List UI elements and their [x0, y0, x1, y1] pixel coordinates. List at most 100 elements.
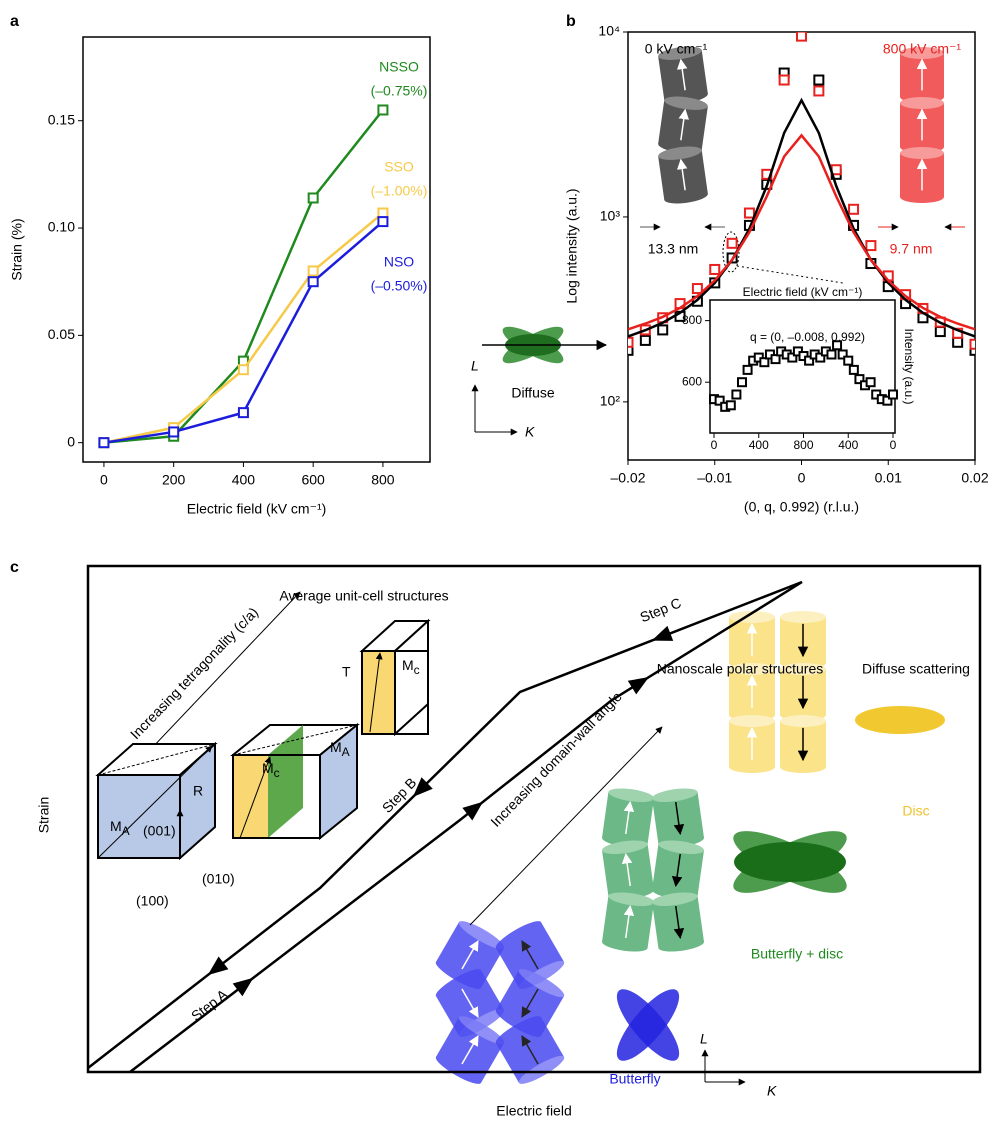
- x-tick-label: 800: [793, 438, 813, 452]
- data-point: [99, 438, 108, 447]
- y-tick-label: 0: [67, 433, 75, 449]
- cube-label: M: [110, 818, 122, 834]
- cube-label: c: [414, 663, 420, 677]
- data-point: [797, 32, 806, 41]
- x-tick-label: 0: [711, 438, 718, 452]
- cylinder: [601, 890, 655, 954]
- cylinder: [780, 715, 826, 773]
- cube-label: T: [342, 664, 351, 680]
- x-tick-label: 800: [371, 472, 395, 488]
- data-point: [624, 338, 633, 347]
- x-tick-label: 0: [890, 438, 897, 452]
- x-tick-label: 0: [798, 470, 806, 486]
- y-tick-label: 800: [682, 313, 702, 327]
- shape-label: Disc: [902, 803, 929, 819]
- series-note: (–1.00%): [371, 183, 428, 199]
- data-point: [309, 266, 318, 275]
- cube-label: A: [342, 745, 350, 759]
- data-point: [953, 338, 962, 347]
- series-note: (–0.75%): [371, 83, 428, 99]
- annotation: Diffuse: [511, 385, 555, 401]
- figure: a b c Diffuse L K Strain Electric field …: [0, 0, 993, 1127]
- x-tick-label: 200: [162, 472, 186, 488]
- y-tick-label: 0.05: [48, 326, 75, 342]
- x-tick-label: 0: [100, 472, 108, 488]
- y-axis-label: Log intensity (a.u.): [564, 188, 580, 303]
- cube-label: (100): [136, 893, 169, 909]
- cube-label: R: [193, 783, 203, 799]
- x-tick-label: 600: [301, 472, 325, 488]
- data-point: [827, 350, 835, 358]
- cylinder: [657, 144, 708, 206]
- plot-area: [99, 105, 387, 447]
- panel-label: b: [566, 13, 576, 30]
- x-tick-label: 0.02: [961, 470, 988, 486]
- size-label: 9.7 nm: [890, 241, 933, 257]
- loop-arrow: [203, 957, 229, 982]
- shape-label: Butterfly + disc: [751, 946, 843, 962]
- data-point: [814, 86, 823, 95]
- panel-label: a: [10, 13, 19, 30]
- cylinder: [493, 1012, 567, 1088]
- data-point: [850, 366, 858, 374]
- series-note: (–0.50%): [371, 278, 428, 294]
- data-point: [866, 241, 875, 250]
- data-point: [738, 378, 746, 386]
- cylinder-top: [780, 715, 826, 727]
- series-label: NSSO: [379, 59, 419, 75]
- data-point: [780, 76, 789, 85]
- cylinder-top: [780, 611, 826, 623]
- series-label: 800 kV cm⁻¹: [883, 41, 962, 57]
- data-point: [745, 209, 754, 218]
- step-label: Step C: [638, 594, 684, 625]
- cylinder: [729, 715, 775, 773]
- data-point: [744, 366, 752, 374]
- heading: Diffuse scattering: [862, 661, 970, 677]
- cylinder: [657, 94, 708, 156]
- plot-frame: [83, 37, 430, 462]
- cylinder: [900, 97, 944, 153]
- data-point: [658, 325, 667, 334]
- cube-label: c: [274, 766, 280, 780]
- y-axis-label: Strain (%): [9, 218, 25, 280]
- inset-title: Electric field (kV cm⁻¹): [743, 285, 863, 299]
- cylinder-top: [900, 147, 944, 159]
- cylinder: [651, 838, 705, 902]
- cylinder-top: [900, 97, 944, 109]
- heading: Average unit-cell structures: [279, 588, 448, 604]
- cylinder-bottom: [780, 761, 826, 773]
- x-axis-label: Electric field (kV cm⁻¹): [187, 501, 327, 517]
- data-point: [889, 391, 897, 399]
- leader: [737, 266, 843, 283]
- loop-arrow: [462, 796, 488, 821]
- axis-letter: L: [700, 1031, 708, 1047]
- trend-label: Increasing domain-wall angle: [487, 688, 625, 830]
- axis-letter: L: [471, 358, 479, 374]
- cylinder: [651, 890, 705, 954]
- panel-label: c: [10, 559, 19, 576]
- size-label: 13.3 nm: [648, 241, 699, 257]
- data-point: [814, 76, 823, 85]
- loop-arrow: [233, 971, 259, 996]
- axis-letter: K: [525, 424, 535, 440]
- cylinder: [651, 786, 705, 850]
- data-point: [710, 265, 719, 274]
- y-axis-label: Intensity (a.u.): [902, 328, 916, 404]
- data-point: [971, 340, 980, 349]
- data-point: [732, 391, 740, 399]
- data-point: [309, 277, 318, 286]
- x-tick-label: 400: [232, 472, 256, 488]
- data-point: [936, 327, 945, 336]
- disc: [855, 706, 945, 734]
- cylinder: [601, 786, 655, 850]
- data-point: [378, 105, 387, 114]
- cylinder: [601, 838, 655, 902]
- inset-annotation: q = (0, –0.008, 0.992): [750, 330, 865, 344]
- cube-label: M: [262, 760, 274, 776]
- x-tick-label: 400: [838, 438, 858, 452]
- cube-label: (010): [202, 871, 235, 887]
- series-label: NSO: [384, 254, 414, 270]
- data-point: [309, 193, 318, 202]
- cube-label: M: [330, 739, 342, 755]
- series-line: [104, 110, 383, 443]
